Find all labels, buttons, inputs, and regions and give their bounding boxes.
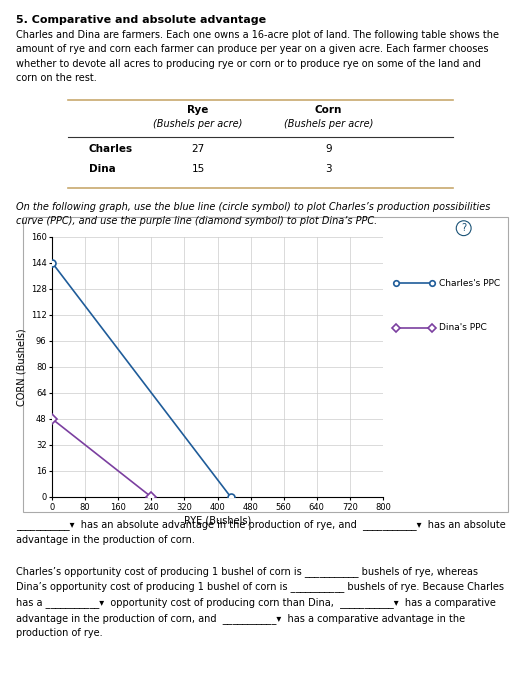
Bar — [23, 217, 508, 512]
Text: Charles's PPC: Charles's PPC — [439, 279, 500, 288]
Text: ___________▾  has an absolute advantage in the production of rye, and  _________: ___________▾ has an absolute advantage i… — [16, 519, 505, 545]
Text: ?: ? — [461, 223, 466, 233]
Text: 27: 27 — [191, 144, 205, 154]
Text: Charles and Dina are farmers. Each one owns a 16-acre plot of land. The followin: Charles and Dina are farmers. Each one o… — [16, 30, 499, 83]
Text: 15: 15 — [191, 164, 205, 174]
Text: On the following graph, use the blue line (circle symbol) to plot Charles’s prod: On the following graph, use the blue lin… — [16, 202, 490, 226]
Text: 5. Comparative and absolute advantage: 5. Comparative and absolute advantage — [16, 15, 266, 25]
Text: Corn: Corn — [315, 105, 342, 115]
Text: (Bushels per acre): (Bushels per acre) — [153, 119, 243, 129]
Text: Charles: Charles — [89, 144, 133, 154]
Text: Charles’s opportunity cost of producing 1 bushel of corn is ___________ bushels : Charles’s opportunity cost of producing … — [16, 566, 504, 638]
Text: Dina: Dina — [89, 164, 115, 174]
Text: 3: 3 — [325, 164, 331, 174]
X-axis label: RYE (Bushels): RYE (Bushels) — [184, 516, 251, 526]
Y-axis label: CORN (Bushels): CORN (Bushels) — [17, 328, 27, 405]
Text: Dina's PPC: Dina's PPC — [439, 323, 487, 332]
Text: Rye: Rye — [187, 105, 209, 115]
Text: 9: 9 — [325, 144, 331, 154]
Text: (Bushels per acre): (Bushels per acre) — [283, 119, 373, 129]
